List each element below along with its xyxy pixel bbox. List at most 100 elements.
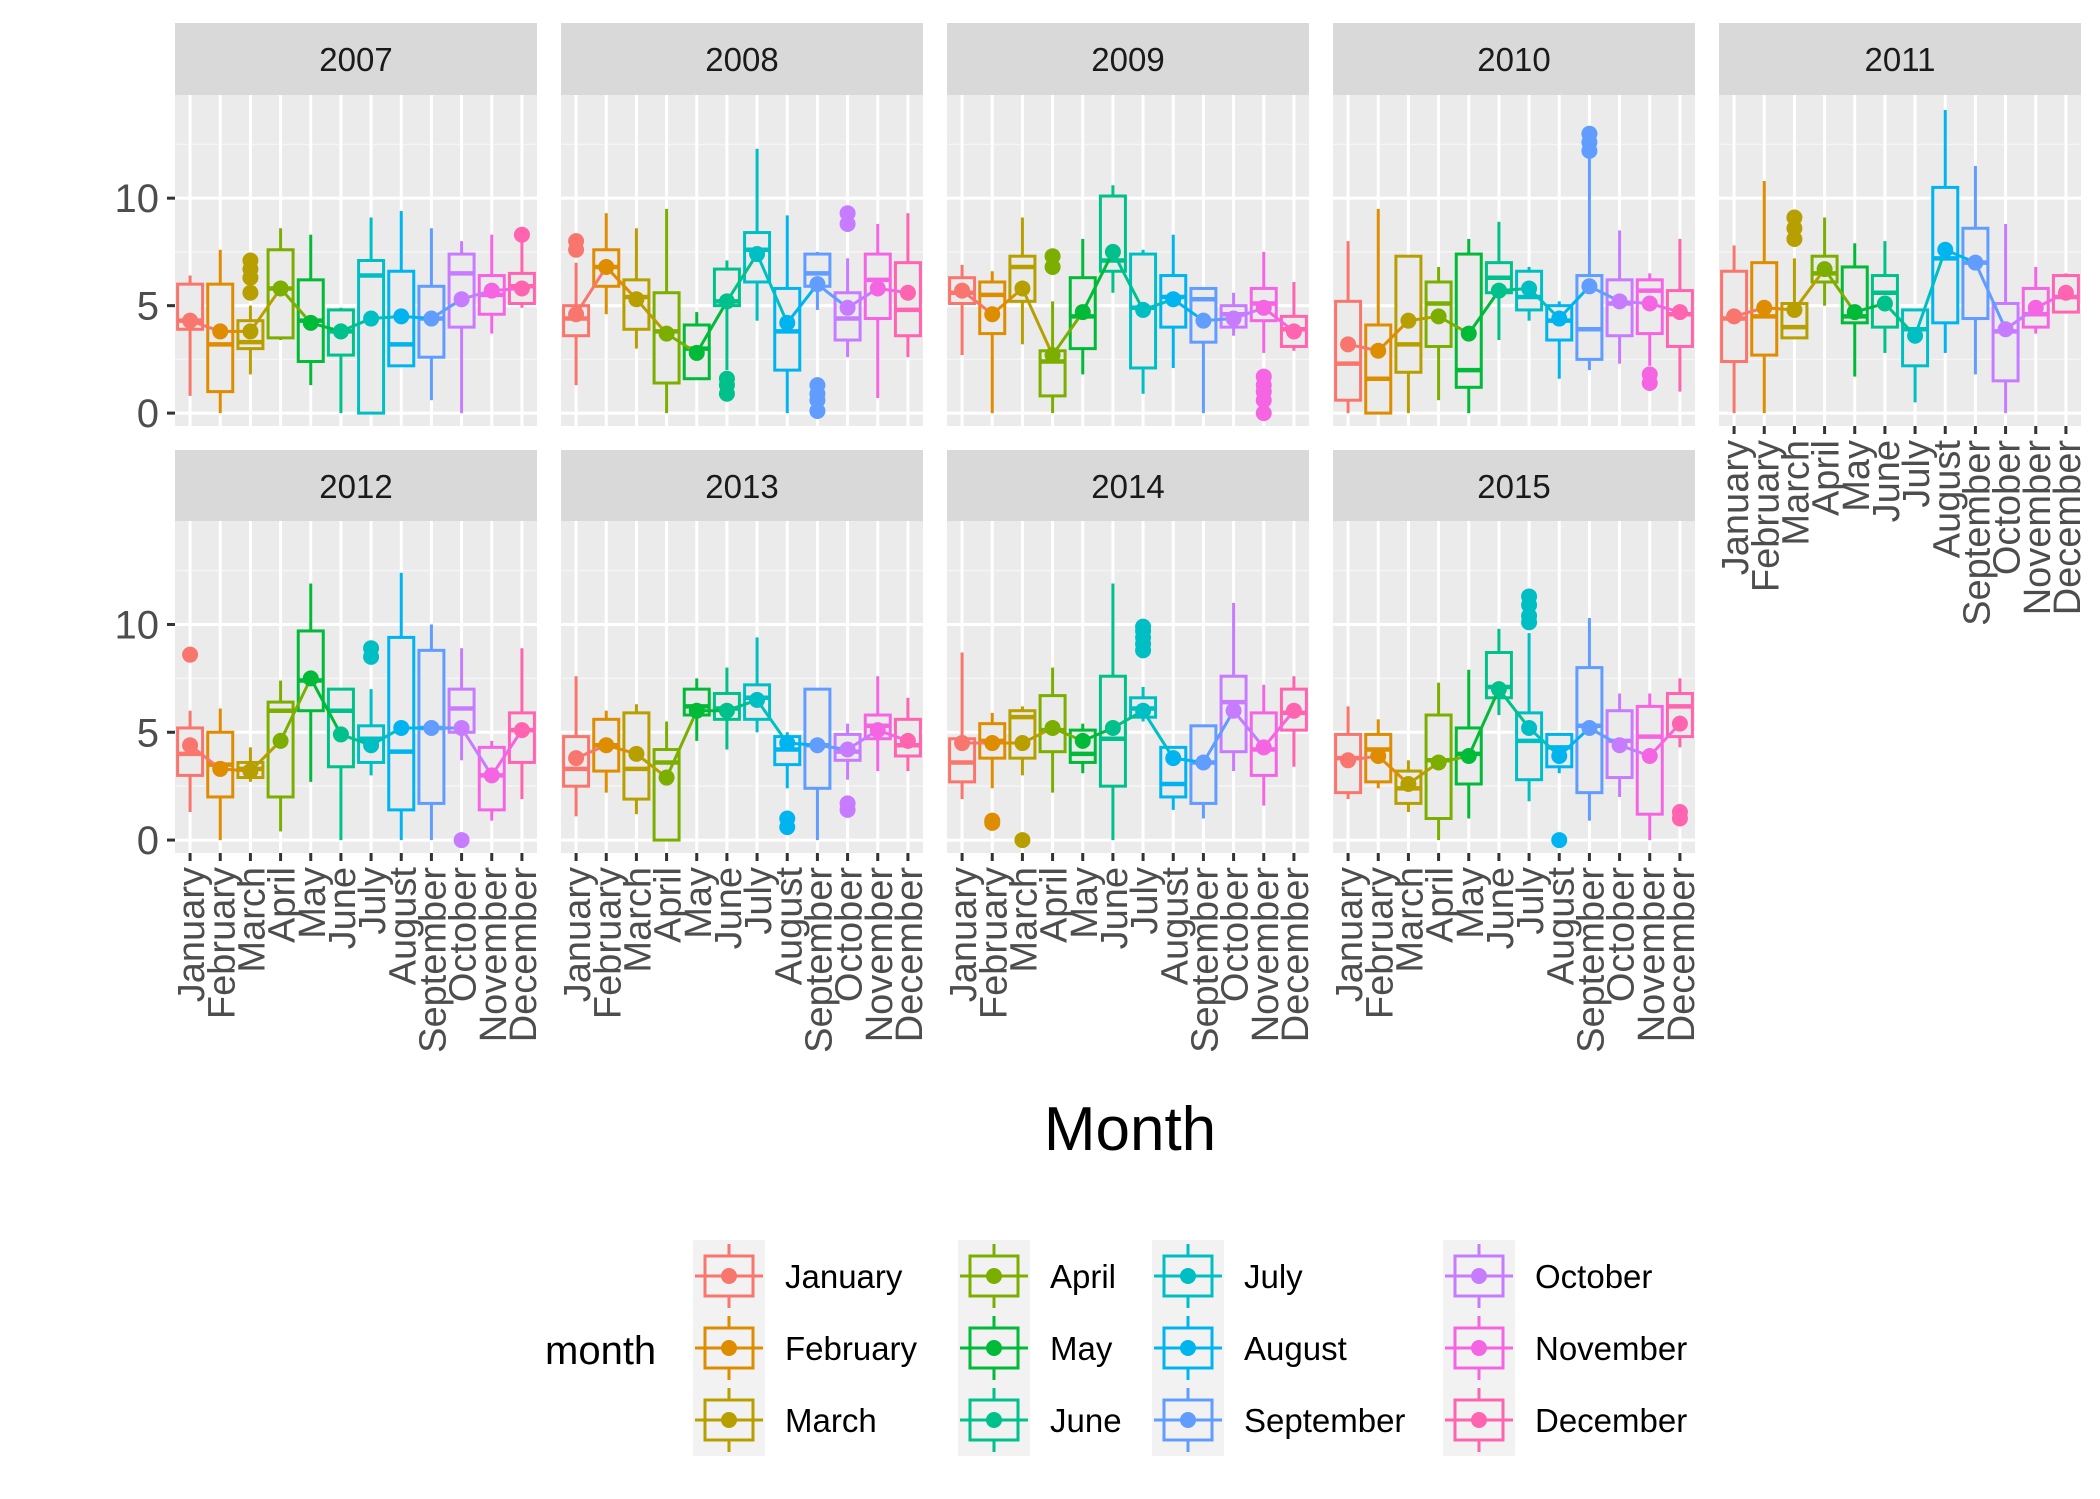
x-tick-label: September bbox=[1956, 440, 1998, 626]
outlier-point bbox=[568, 233, 585, 250]
mean-point bbox=[1671, 715, 1688, 732]
mean-point bbox=[1490, 282, 1507, 299]
x-tick-label: June bbox=[1094, 867, 1136, 949]
mean-point bbox=[242, 763, 259, 780]
mean-line-segment bbox=[1974, 262, 2007, 330]
mean-point bbox=[628, 745, 645, 762]
mean-point bbox=[1370, 747, 1387, 764]
y-tick-label: 0 bbox=[137, 819, 159, 863]
legend-label: February bbox=[785, 1330, 918, 1367]
outlier-point bbox=[513, 226, 530, 243]
x-tick-label: May bbox=[1450, 867, 1492, 939]
x-tick-label: June bbox=[1866, 440, 1908, 522]
legend-entry-august: August bbox=[1152, 1312, 1347, 1384]
mean-point bbox=[779, 314, 796, 331]
mean-point bbox=[1285, 323, 1302, 340]
mean-point bbox=[182, 312, 199, 329]
legend-label: May bbox=[1050, 1330, 1113, 1367]
panel-background bbox=[561, 95, 923, 426]
legend-entry-april: April bbox=[958, 1240, 1116, 1312]
outlier-point bbox=[1641, 366, 1658, 383]
x-tick-label: October bbox=[1601, 867, 1643, 1003]
outlier-point bbox=[1551, 832, 1568, 849]
box-iqr bbox=[447, 252, 476, 329]
mean-point bbox=[1551, 747, 1568, 764]
mean-point bbox=[1581, 278, 1598, 295]
mean-point bbox=[839, 741, 856, 758]
mean-point bbox=[598, 737, 615, 754]
legend-label: August bbox=[1244, 1330, 1347, 1367]
outlier-point bbox=[1135, 618, 1152, 635]
box-april bbox=[1424, 266, 1453, 401]
mean-point bbox=[1195, 754, 1212, 771]
mean-point bbox=[954, 735, 971, 752]
box-september bbox=[1189, 724, 1218, 819]
mean-point bbox=[272, 280, 289, 297]
facet-strip bbox=[175, 23, 537, 95]
facet-strip-label: 2009 bbox=[1091, 41, 1164, 78]
facet-strip-label: 2014 bbox=[1091, 468, 1164, 505]
mean-point bbox=[1430, 308, 1447, 325]
mean-point bbox=[1225, 310, 1242, 327]
x-tick-label: November bbox=[2017, 440, 2059, 616]
mean-line-segment bbox=[1202, 709, 1235, 764]
box-january bbox=[948, 264, 977, 356]
facet-strip-label: 2008 bbox=[705, 41, 778, 78]
mean-point bbox=[1816, 261, 1833, 278]
mean-point bbox=[363, 737, 380, 754]
mean-point bbox=[272, 732, 289, 749]
mean-point bbox=[513, 280, 530, 297]
mean-point bbox=[483, 767, 500, 784]
x-tick-label: April bbox=[1034, 867, 1076, 943]
x-tick-label: January bbox=[171, 867, 213, 1002]
legend-key-point bbox=[721, 1412, 737, 1428]
box-october bbox=[833, 205, 862, 358]
box-september bbox=[417, 228, 446, 401]
mean-point bbox=[242, 323, 259, 340]
panel-background bbox=[1333, 521, 1695, 853]
box-iqr bbox=[1394, 254, 1423, 374]
x-tick-label: June bbox=[1480, 867, 1522, 949]
mean-line-segment bbox=[1111, 251, 1145, 311]
mean-line-segment bbox=[574, 266, 608, 316]
legend-key-point bbox=[721, 1340, 737, 1356]
outlier-point bbox=[1255, 368, 1272, 385]
mean-point bbox=[1340, 336, 1357, 353]
facet-strip-label: 2012 bbox=[319, 468, 392, 505]
facet-panel-2011: 2011 JanuaryFebruaryMarchAprilMayJuneJuly… bbox=[1715, 23, 2089, 626]
mean-point bbox=[363, 310, 380, 327]
mean-point bbox=[749, 691, 766, 708]
box-december bbox=[507, 648, 536, 800]
mean-point bbox=[1430, 754, 1447, 771]
mean-point bbox=[1014, 735, 1031, 752]
legend-label: September bbox=[1244, 1402, 1405, 1439]
panel-background bbox=[1333, 95, 1695, 426]
facet-panel-2008: 2008 bbox=[561, 23, 923, 426]
legend-entry-january: January bbox=[693, 1240, 903, 1312]
mean-point bbox=[302, 670, 319, 687]
legend-key-point bbox=[1471, 1268, 1487, 1284]
mean-point bbox=[1400, 776, 1417, 793]
legend-label: October bbox=[1535, 1258, 1652, 1295]
panel-background bbox=[1719, 95, 2081, 426]
facet-panel-2014: 2014 JanuaryFebruaryMarchAprilMayJuneJuly… bbox=[943, 450, 1317, 1053]
mean-point bbox=[688, 702, 705, 719]
mean-point bbox=[899, 732, 916, 749]
legend-key-point bbox=[1180, 1412, 1196, 1428]
x-tick-label: August bbox=[382, 867, 424, 986]
legend-key-point bbox=[986, 1412, 1002, 1428]
x-tick-label: February bbox=[587, 867, 629, 1019]
box-june bbox=[1098, 185, 1127, 293]
box-august bbox=[1931, 110, 1960, 353]
box-iqr bbox=[507, 711, 536, 764]
mean-line-segment bbox=[309, 677, 343, 736]
x-tick-label: June bbox=[322, 867, 364, 949]
x-tick-label: July bbox=[1896, 440, 1938, 508]
x-tick-label: May bbox=[678, 867, 720, 939]
legend-label: March bbox=[785, 1402, 877, 1439]
mean-point bbox=[453, 719, 470, 736]
outlier-point bbox=[718, 370, 735, 387]
box-iqr bbox=[266, 700, 295, 799]
facet-strip-label: 2013 bbox=[705, 468, 778, 505]
